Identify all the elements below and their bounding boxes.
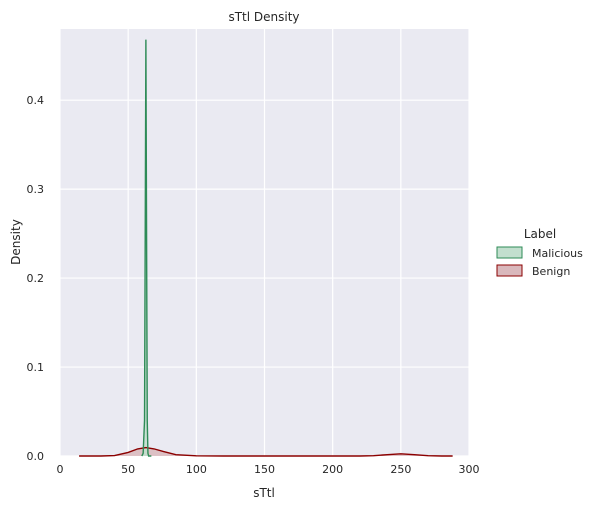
y-tick-label: 0.0 <box>27 450 45 463</box>
density-line-benign <box>79 446 453 457</box>
x-tick-label: 150 <box>254 463 275 476</box>
x-tick-label: 200 <box>322 463 343 476</box>
x-axis-label: sTtl <box>253 486 275 500</box>
y-tick-label: 0.4 <box>27 94 45 107</box>
x-tick-label: 0 <box>57 463 64 476</box>
y-tick-label: 0.2 <box>27 272 45 285</box>
density-line-malicious <box>141 39 152 457</box>
y-axis-label: Density <box>9 219 23 265</box>
legend-swatch-malicious <box>496 246 523 259</box>
chart-title: sTtl Density <box>228 10 299 24</box>
x-axis-ticks: 0 50 100 150 200 250 300 <box>57 463 480 476</box>
density-lines <box>79 39 453 457</box>
x-tick-label: 100 <box>186 463 207 476</box>
x-tick-label: 250 <box>390 463 411 476</box>
legend-title: Label <box>524 227 556 241</box>
legend-label-benign: Benign <box>532 265 570 278</box>
legend-swatch-benign <box>496 264 523 277</box>
y-tick-label: 0.1 <box>27 361 45 374</box>
y-axis-ticks: 0.0 0.1 0.2 0.3 0.4 <box>27 94 45 463</box>
legend-label-malicious: Malicious <box>532 247 583 260</box>
x-tick-label: 300 <box>459 463 480 476</box>
legend: Label Malicious Benign <box>496 227 583 278</box>
y-tick-label: 0.3 <box>27 183 45 196</box>
x-tick-label: 50 <box>121 463 135 476</box>
